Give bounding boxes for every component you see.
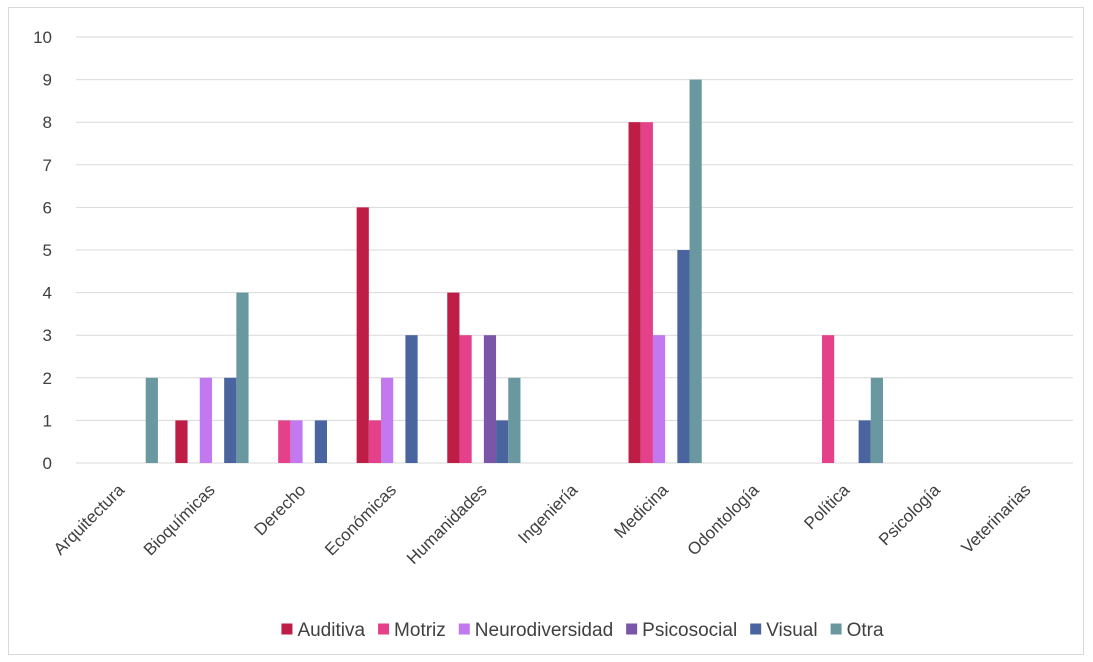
legend-item-motriz: Motriz (378, 620, 446, 641)
y-tick-label: 7 (43, 156, 52, 175)
bar-auditiva-1 (175, 420, 188, 463)
y-tick-label: 5 (43, 241, 52, 260)
x-tick-label: Ingeniería (514, 480, 581, 547)
bar-motriz-4 (459, 335, 472, 463)
x-tick-label: Económicas (321, 480, 400, 559)
bar-visual-2 (314, 420, 327, 463)
legend-label: Otra (847, 620, 884, 641)
legend-label: Psicosocial (642, 620, 737, 641)
legend: Auditiva Motriz Neurodiversidad Psicosocial… (281, 620, 884, 641)
bar-neurodiversidad-6 (652, 335, 666, 463)
x-tick-label: Política (800, 480, 853, 533)
bar-neurodiversidad-1 (199, 377, 212, 463)
bars (145, 79, 884, 463)
legend-swatch (281, 623, 293, 635)
y-tick-label: 3 (43, 326, 52, 345)
bar-motriz-3 (368, 420, 382, 463)
x-tick-label: Odontología (684, 480, 763, 559)
bar-visual-6 (677, 250, 690, 463)
x-tick-label: Bioquímicas (140, 480, 219, 559)
bar-neurodiversidad-2 (290, 420, 303, 463)
bar-neurodiversidad-3 (381, 377, 394, 463)
legend-swatch (830, 623, 842, 635)
y-tick-label: 1 (43, 411, 52, 430)
legend-item-visual: Visual (750, 620, 818, 641)
legend-label: Neurodiversidad (475, 620, 613, 641)
y-tick-label: 8 (43, 113, 52, 132)
x-tick-label: Medicina (610, 480, 672, 542)
legend-swatch (750, 623, 762, 635)
y-tick-label: 9 (43, 71, 52, 90)
y-tick-label: 2 (43, 369, 52, 388)
bar-visual-1 (224, 377, 237, 463)
bar-motriz-6 (640, 122, 653, 463)
legend-label: Visual (766, 620, 817, 641)
bar-visual-4 (496, 420, 509, 463)
bar-visual-3 (405, 335, 418, 463)
bar-otra-4 (508, 377, 521, 463)
legend-swatch (626, 623, 638, 635)
y-tick-label: 6 (43, 198, 52, 217)
legend-item-otra: Otra (830, 620, 884, 641)
bar-otra-6 (689, 79, 702, 463)
legend-label: Motriz (394, 620, 446, 641)
chart-frame (8, 7, 1084, 655)
bar-otra-0 (145, 377, 158, 463)
legend-label: Auditiva (297, 620, 365, 641)
bar-visual-8 (858, 420, 871, 463)
bar-auditiva-6 (628, 122, 641, 463)
legend-item-psicosocial: Psicosocial (626, 620, 737, 641)
bar-auditiva-4 (447, 292, 460, 463)
bar-otra-1 (236, 292, 249, 463)
x-tick-label: Psicología (875, 480, 944, 549)
y-axis-tick-labels: 0 1 2 3 4 5 6 7 8 9 10 (33, 28, 52, 473)
bar-auditiva-3 (356, 207, 369, 463)
bar-otra-8 (870, 377, 884, 463)
y-tick-label: 10 (33, 28, 52, 47)
bar-motriz-2 (278, 420, 291, 463)
x-tick-label: Humanidades (403, 480, 491, 568)
x-tick-label: Arquitectura (50, 480, 129, 559)
bar-psicosocial-4 (483, 335, 497, 463)
x-tick-label: Veterinarias (958, 480, 1035, 557)
x-axis-tick-labels: Arquitectura Bioquímicas Derecho Económicas… (50, 480, 1035, 568)
legend-swatch (378, 623, 390, 635)
x-tick-label: Derecho (251, 480, 310, 539)
y-tick-label: 0 (43, 454, 52, 473)
legend-item-neurodiversidad: Neurodiversidad (458, 620, 613, 641)
legend-item-auditiva: Auditiva (281, 620, 365, 641)
bar-motriz-8 (822, 335, 835, 463)
legend-swatch (458, 623, 470, 635)
y-tick-label: 4 (43, 284, 52, 303)
